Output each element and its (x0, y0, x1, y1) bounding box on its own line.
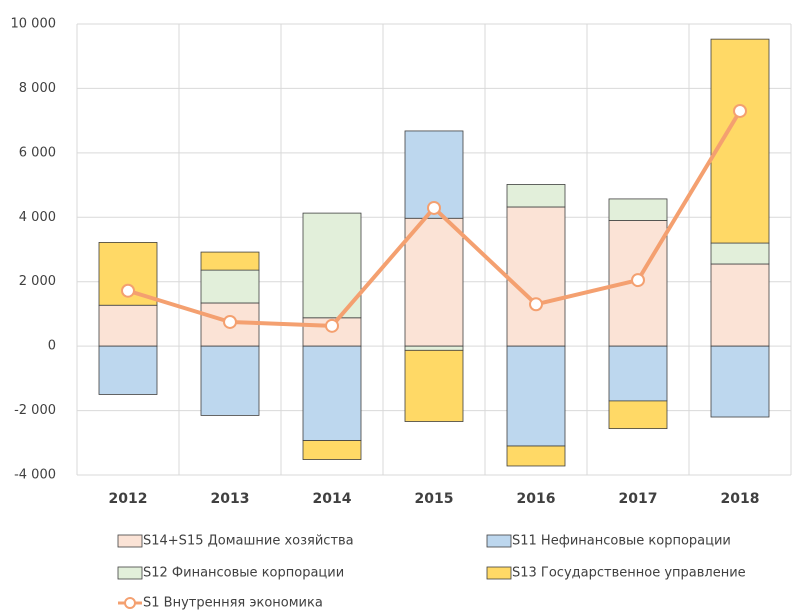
x-tick-label: 2013 (211, 491, 250, 507)
bar (302, 212, 362, 319)
bar (608, 400, 668, 430)
legend-label: S13 Государственное управление (512, 566, 746, 581)
y-tick-label: -4 000 (14, 468, 56, 483)
bar (98, 345, 158, 395)
y-tick-label: 10 000 (11, 17, 57, 32)
bar (506, 206, 566, 347)
line-marker (733, 103, 747, 118)
legend-swatch (486, 566, 512, 580)
legend-label: S14+S15 Домашние хозяйства (143, 534, 354, 549)
line-marker (223, 314, 237, 329)
line-marker (121, 283, 135, 298)
bar (710, 345, 770, 418)
bar (506, 345, 566, 447)
legend-label: S11 Нефинансовые корпорации (512, 534, 731, 549)
bar (404, 349, 464, 422)
legend-swatch (117, 566, 143, 580)
bar (404, 345, 464, 351)
bar (200, 345, 260, 416)
legend-marker (124, 597, 136, 609)
line-marker (529, 297, 543, 312)
x-tick-label: 2017 (619, 491, 658, 507)
y-tick-label: 4 000 (19, 210, 56, 225)
x-tick-label: 2014 (313, 491, 352, 507)
y-tick-label: -2 000 (14, 403, 56, 418)
y-tick-label: 8 000 (19, 81, 56, 96)
x-tick-label: 2015 (415, 491, 454, 507)
bar (200, 251, 260, 271)
legend-label: S12 Финансовые корпорации (143, 566, 344, 581)
bar (200, 269, 260, 304)
x-tick-label: 2016 (517, 491, 556, 507)
bar (506, 445, 566, 467)
x-tick-label: 2012 (109, 491, 148, 507)
y-tick-label: 0 (48, 339, 56, 354)
legend-swatch (117, 534, 143, 548)
bar (506, 184, 566, 208)
legend-label: S1 Внутренняя экономика (143, 596, 323, 611)
x-tick-label: 2018 (721, 491, 760, 507)
line-marker (427, 200, 441, 215)
bar (608, 198, 668, 221)
bar (404, 217, 464, 347)
bar (608, 345, 668, 402)
line-marker (325, 318, 339, 333)
bar (302, 440, 362, 460)
legend-swatch (486, 534, 512, 548)
bar (302, 345, 362, 441)
line-marker (631, 273, 645, 288)
bar (98, 304, 158, 347)
y-tick-label: 6 000 (19, 145, 56, 160)
bar (710, 242, 770, 265)
bar (710, 263, 770, 347)
y-tick-label: 2 000 (19, 274, 56, 289)
